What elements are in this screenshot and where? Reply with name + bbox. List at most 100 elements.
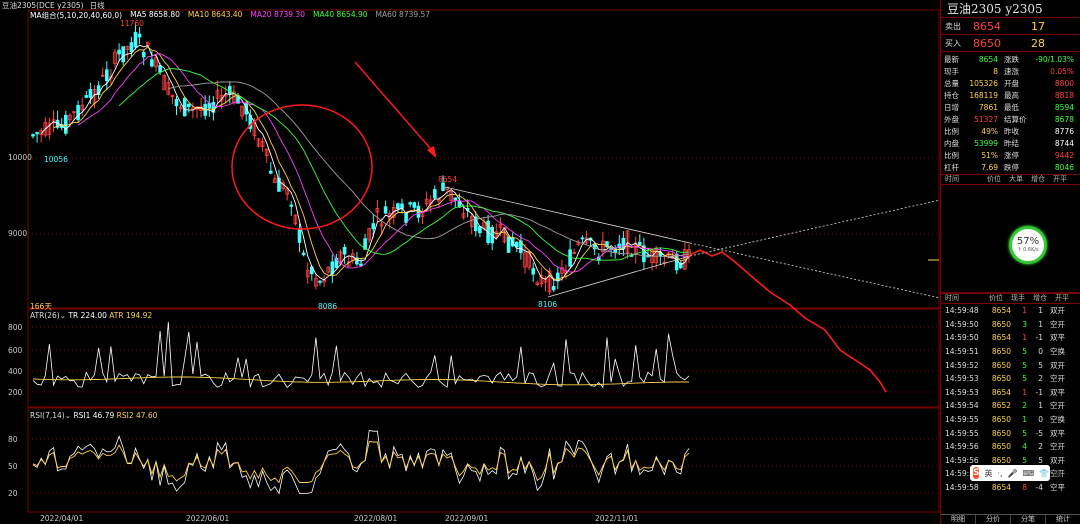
tab-price-dist[interactable]: 分价 [976, 515, 1011, 524]
candle-body [297, 229, 302, 243]
punctuation-icon[interactable]: ·, [997, 468, 1003, 478]
atr-tr-value: TR 224.00 [68, 311, 107, 320]
tick-price: 8650 [991, 319, 1011, 329]
stat-label: 总量 [944, 78, 959, 88]
candle-body [367, 228, 371, 241]
stat-value: 105326 [969, 78, 998, 88]
candle-body [264, 148, 269, 157]
tab-ticks[interactable]: 分笔 [1011, 515, 1046, 524]
clothes-icon[interactable]: 👕 [1039, 468, 1050, 478]
candle-body [396, 203, 400, 210]
tick-time: 14:59:52 [945, 360, 979, 370]
tick-row: 14:59:50 8650 3 1 空开 [941, 318, 1080, 332]
tab-detail[interactable]: 明细 [941, 515, 976, 524]
candle-body [76, 104, 80, 120]
stat-label: 内盘 [944, 139, 959, 149]
date-axis-label: 2022/09/01 [445, 514, 489, 523]
tick-type: 空平 [1050, 482, 1065, 492]
tick-type: 空开 [1050, 374, 1065, 384]
tick-price: 8650 [991, 360, 1011, 370]
candle-body [260, 140, 265, 147]
bid-row[interactable]: 买入 8650 28 [941, 35, 1080, 52]
tick-row: 14:59:51 8650 5 0 空换 [941, 345, 1080, 359]
candle-body [293, 214, 298, 225]
stat-value: 51327 [974, 115, 998, 125]
stat-label: 昨结 [1004, 139, 1019, 149]
stat-row: 内盘 53999 昨结 8744 [941, 138, 1080, 150]
candle-body [449, 191, 453, 201]
stat-row: 现手 8 速涨 0.05% [941, 65, 1080, 77]
ask-row[interactable]: 卖出 8654 17 [941, 18, 1080, 35]
candle-body [404, 212, 408, 223]
candle-body [412, 202, 417, 208]
ask-label: 卖出 [945, 21, 961, 31]
tick-type: 空开 [1050, 401, 1065, 411]
tick-price: 8650 [991, 374, 1011, 384]
candle-body [96, 85, 101, 95]
period-label[interactable]: 日线 [89, 0, 105, 10]
tick-volume: 5 [1022, 428, 1027, 438]
candle-body [441, 182, 445, 191]
candle-body [215, 89, 220, 99]
candle-body [240, 105, 244, 117]
tick-oi-change: 2 [1038, 442, 1043, 452]
stat-label: 跌停 [1004, 163, 1019, 173]
ime-toolbar[interactable]: S 英 ·, 🎤 ⌨ 👕 ▦ [970, 465, 1062, 481]
mid-high-annotation: 8654 [438, 175, 458, 184]
microphone-icon[interactable]: 🎤 [1007, 468, 1018, 478]
chart-canvas[interactable] [0, 0, 940, 524]
stat-row: 比例 51% 涨停 9442 [941, 150, 1080, 162]
speed-gauge-area: 57% ↑ 0.6K/s [941, 185, 1080, 293]
stat-row: 比例 49% 昨收 8776 [941, 126, 1080, 138]
candle-body [391, 207, 396, 218]
candle-body [277, 177, 281, 192]
tick-oi-change: -1 [1035, 387, 1043, 397]
keyboard-icon[interactable]: ⌨ [1022, 468, 1035, 478]
menu-grid-icon[interactable]: ▦ [1054, 468, 1062, 478]
candle-body [326, 266, 330, 273]
tick-oi-change: 1 [1038, 401, 1043, 411]
gauge-speed: ↑ 0.6K/s [1017, 247, 1039, 254]
col-header: 增仓 [1033, 294, 1047, 303]
ma-legend-item[interactable]: MA组合(5,10,20,40,60,0) [30, 11, 123, 20]
speed-gauge[interactable]: 57% ↑ 0.6K/s [1009, 225, 1047, 264]
col-header: 价位 [987, 175, 1001, 184]
atr-legend[interactable]: ATR(26)⌄ TR 224.00 ATR 194.92 [30, 311, 152, 320]
stat-value: 8594 [1054, 102, 1074, 112]
candle-body [31, 134, 35, 137]
ma60-line [168, 81, 690, 258]
tick-price: 8650 [991, 442, 1011, 452]
rsi-legend[interactable]: RSI(7,14)⌄ RSI1 46.79 RSI2 47.60 [30, 411, 157, 420]
ime-lang-toggle[interactable]: 英 [984, 468, 993, 478]
tick-price: 8650 [991, 455, 1011, 465]
tick-type: 空开 [1050, 319, 1065, 329]
stat-value: 8744 [1054, 139, 1074, 149]
atr-line [32, 376, 689, 386]
col-header: 开平 [1053, 175, 1067, 184]
col-header: 现手 [1011, 294, 1025, 303]
kline-chart-area[interactable]: 豆油2305(DCE y2305) 日线 MA组合(5,10,20,40,60,… [0, 0, 940, 524]
annotation-arrow [354, 61, 437, 156]
candle-body [35, 132, 39, 135]
atr-axis-label: 600 [8, 346, 23, 355]
days-tag: 166天 [30, 302, 52, 311]
candle-body [100, 74, 105, 77]
chevron-down-icon[interactable]: ⌄ [59, 311, 67, 320]
tick-type: 双开 [1050, 455, 1065, 465]
candle-body [178, 106, 183, 110]
stat-value: 8800 [1054, 78, 1074, 88]
tick-row: 14:59:53 8650 5 2 空开 [941, 372, 1080, 386]
tick-type: 双开 [1050, 360, 1065, 370]
tick-time: 14:59:51 [945, 347, 979, 357]
candle-body [256, 138, 261, 147]
tab-stats[interactable]: 统计 [1046, 515, 1080, 524]
candle-body [64, 114, 68, 134]
tick-row: 14:59:55 8650 1 0 空换 [941, 413, 1080, 427]
price-axis-label: 10000 [8, 153, 32, 162]
tick-price: 8654 [991, 306, 1011, 316]
chevron-down-icon[interactable]: ⌄ [64, 411, 72, 420]
tick-volume: 1 [1022, 306, 1027, 316]
tick-list[interactable]: 14:59:48 8654 1 1 双开 14:59:50 8650 3 1 空开 14:59:50… [941, 304, 1080, 494]
sogou-logo-icon[interactable]: S [973, 467, 980, 479]
stat-label: 比例 [944, 127, 959, 137]
